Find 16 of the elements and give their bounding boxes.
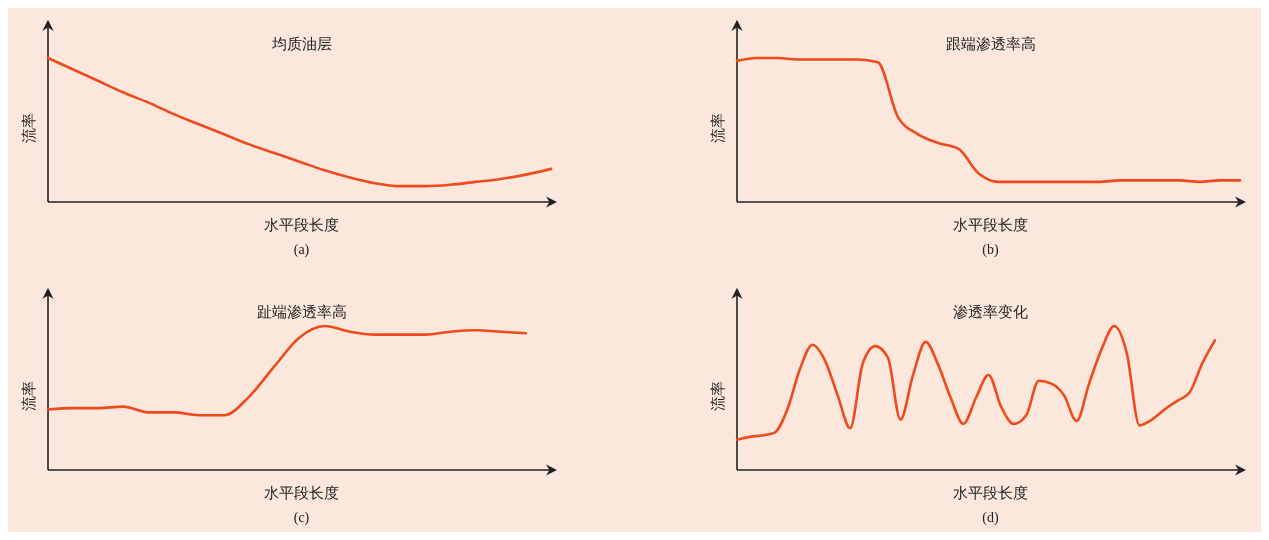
x-axis-title: 水平段长度 xyxy=(264,217,339,233)
chart-title: 趾端渗透率高 xyxy=(256,304,347,320)
text: (d) xyxy=(982,510,999,526)
text: (b) xyxy=(982,242,999,258)
y-axis-title: 流率 xyxy=(710,113,726,143)
x-axis-title: 水平段长度 xyxy=(264,485,339,501)
chart-title: 渗透率变化 xyxy=(953,304,1028,320)
text: (a) xyxy=(293,242,310,258)
y-axis-title: 流率 xyxy=(21,113,37,143)
text: (c) xyxy=(293,510,310,526)
y-axis-title: 流率 xyxy=(21,381,37,411)
y-axis-title: 流率 xyxy=(710,381,726,411)
chart-title: 跟端渗透率高 xyxy=(945,36,1036,52)
x-axis-title: 水平段长度 xyxy=(953,217,1028,233)
x-axis-title: 水平段长度 xyxy=(953,485,1028,501)
chart-title: 均质油层 xyxy=(270,36,332,52)
